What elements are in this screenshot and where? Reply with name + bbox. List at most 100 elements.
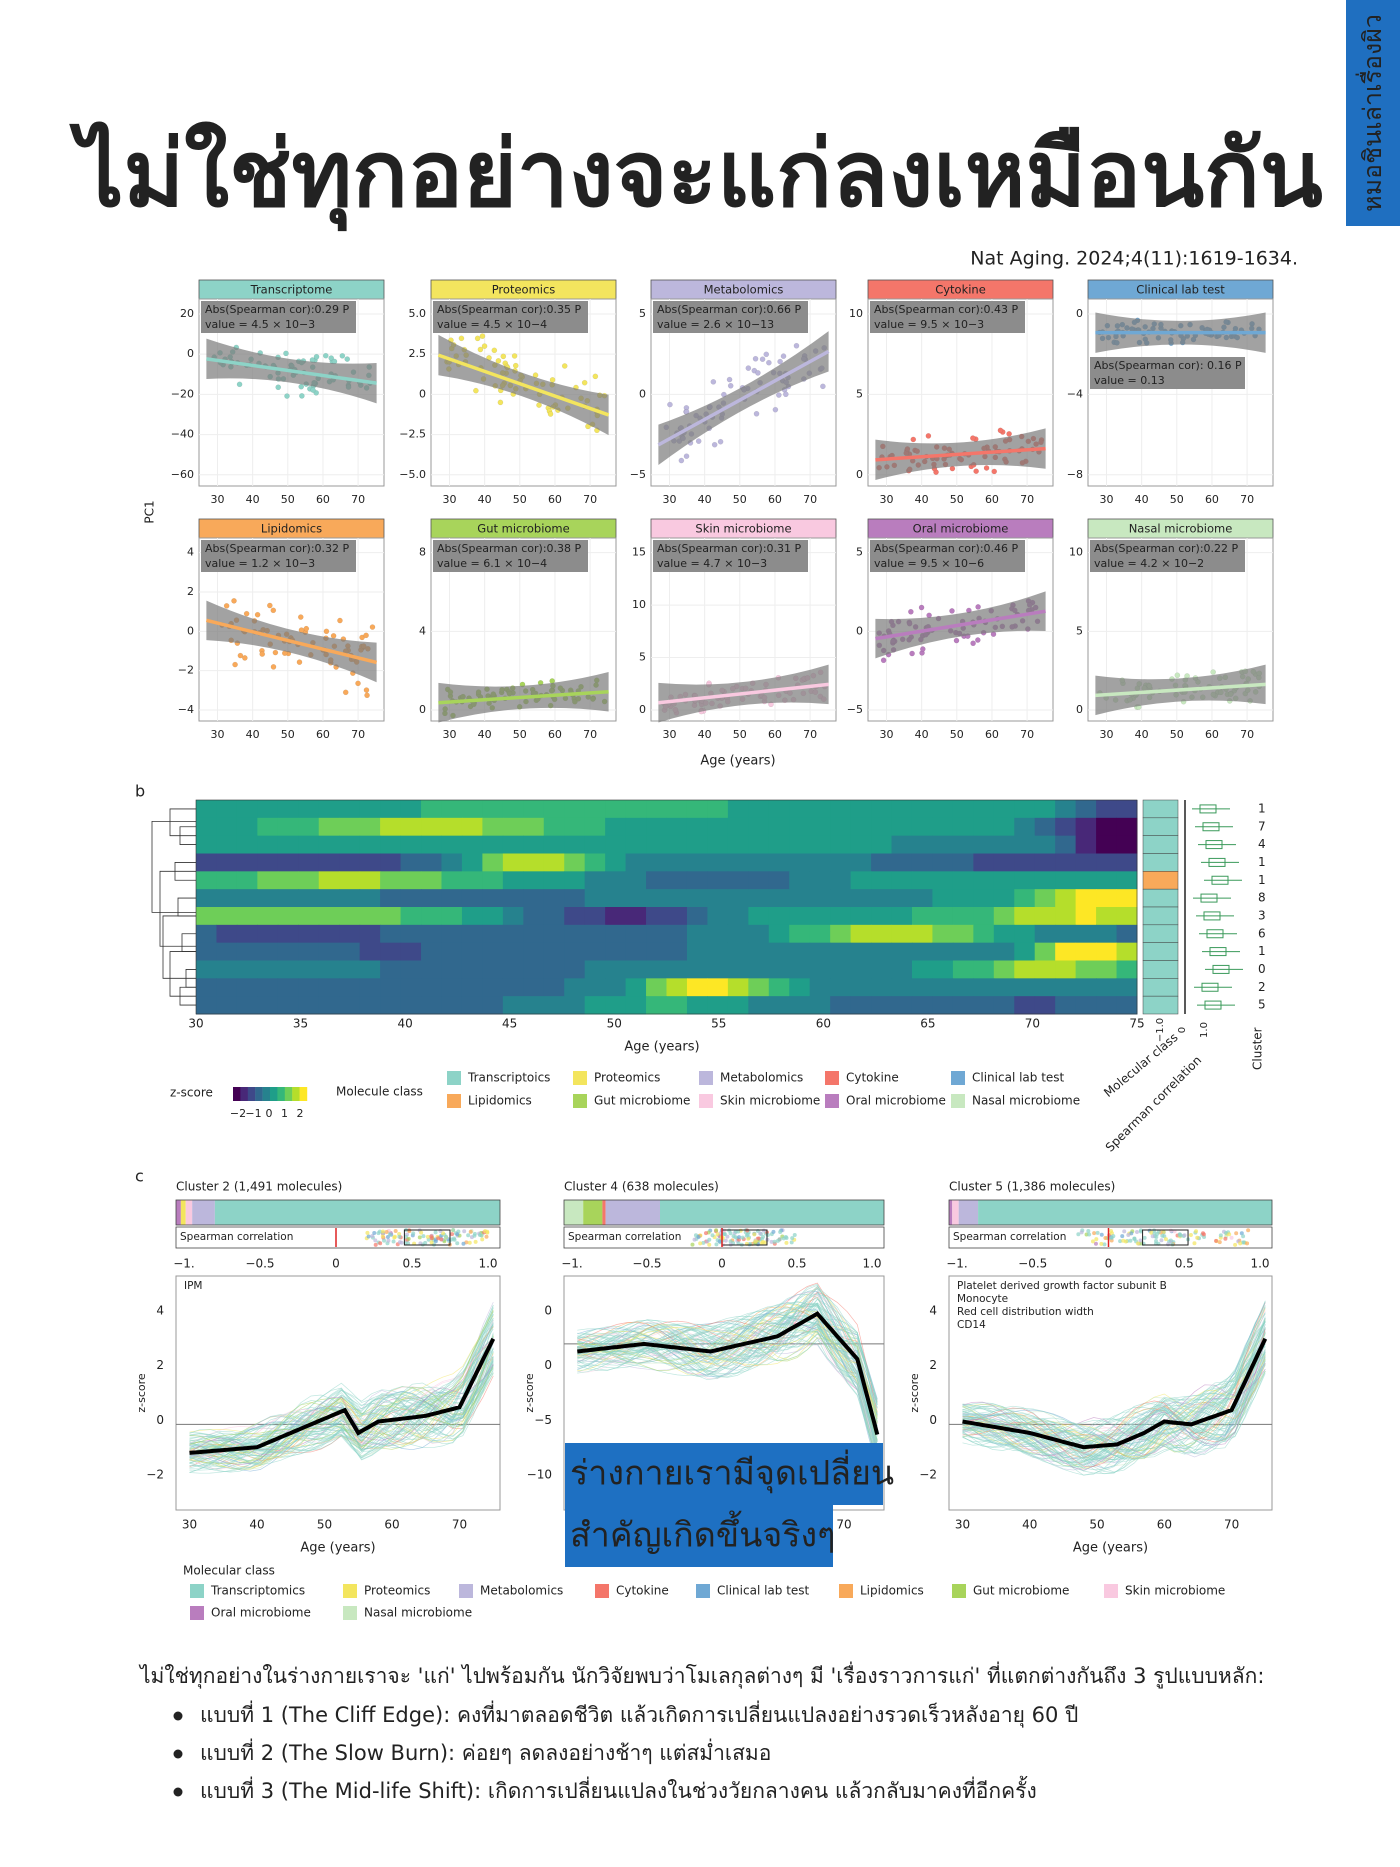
heatmap-cell bbox=[973, 817, 995, 837]
heatmap-cell bbox=[768, 835, 790, 854]
y-tick-label: 10 bbox=[1069, 546, 1083, 559]
heatmap-cell bbox=[257, 871, 279, 890]
point bbox=[880, 657, 887, 664]
heatmap-cell bbox=[461, 924, 483, 944]
side-tab bbox=[1346, 0, 1400, 226]
point bbox=[711, 441, 718, 448]
heatmap-cell bbox=[625, 889, 647, 908]
heatmap-cell bbox=[993, 924, 1015, 944]
heatmap-cell bbox=[789, 835, 811, 854]
heatmap-cell bbox=[891, 817, 913, 837]
strip-dot bbox=[778, 1229, 783, 1234]
strip-dot bbox=[380, 1229, 385, 1234]
strip-dot bbox=[1178, 1233, 1183, 1238]
box bbox=[1206, 929, 1224, 939]
heatmap-cell bbox=[686, 817, 708, 837]
y-tick-label: 5.0 bbox=[409, 307, 427, 320]
y-tick-label: 20 bbox=[180, 307, 194, 320]
stat-text: value = 2.6 × 10−13 bbox=[657, 318, 774, 331]
heatmap-cell bbox=[359, 817, 381, 837]
molecule-trajectory bbox=[577, 1326, 878, 1419]
body-intro: ไม่ใช่ทุกอย่างในร่างกายเราจะ 'แก่' ไปพร้… bbox=[138, 1661, 1264, 1689]
heatmap-cell bbox=[400, 924, 422, 944]
heatmap-cell bbox=[993, 817, 1015, 837]
heatmap-cell bbox=[543, 907, 565, 926]
heatmap-cell bbox=[666, 853, 688, 872]
heatmap-cell bbox=[911, 924, 933, 944]
heatmap-cell bbox=[768, 978, 790, 997]
box bbox=[1204, 1000, 1222, 1010]
heatmap-cell bbox=[421, 942, 442, 961]
heatmap-cell bbox=[646, 835, 667, 854]
strip-dot bbox=[1087, 1232, 1092, 1237]
colorbar bbox=[262, 1087, 271, 1101]
strip-dot bbox=[703, 1231, 708, 1236]
strip-dot bbox=[466, 1233, 471, 1238]
y-tick-label: 4 bbox=[419, 624, 426, 637]
strip-dot bbox=[406, 1241, 411, 1246]
x-tick-label: 30 bbox=[211, 728, 225, 741]
heatmap-cell bbox=[380, 835, 402, 854]
bullet-text: แบบที่ 2 (The Slow Burn): ค่อยๆ ลดลงอย่า… bbox=[200, 1738, 771, 1765]
stat-text: value = 4.5 × 10−3 bbox=[205, 318, 315, 331]
heatmap-cell bbox=[871, 853, 893, 872]
legend-label: Lipidomics bbox=[468, 1094, 532, 1108]
heatmap-cell bbox=[543, 978, 565, 997]
heatmap-cell bbox=[891, 924, 913, 944]
heatmap-cell bbox=[380, 907, 402, 926]
heatmap-cell bbox=[502, 817, 524, 837]
strip-dot bbox=[406, 1236, 411, 1241]
x-tick-label: 70 bbox=[583, 728, 597, 741]
heatmap-cell bbox=[1075, 924, 1097, 944]
legend-title: Molecule class bbox=[336, 1085, 423, 1099]
molecule-trajectory bbox=[189, 1338, 494, 1456]
class-strip bbox=[952, 1200, 959, 1225]
heatmap-cell bbox=[380, 853, 402, 872]
x-tick-label: 70 bbox=[803, 493, 817, 506]
heatmap-cell bbox=[196, 853, 217, 872]
heatmap-cell bbox=[216, 996, 238, 1015]
strip-box bbox=[403, 1229, 451, 1246]
heatmap-cell bbox=[441, 960, 463, 979]
heatmap-cell bbox=[298, 800, 320, 819]
heatmap-cell bbox=[1034, 835, 1056, 854]
heatmap-cell bbox=[830, 835, 852, 854]
heatmap-cell bbox=[932, 960, 954, 979]
heatmap-cell bbox=[543, 800, 565, 819]
heatmap-cell bbox=[421, 924, 442, 944]
colorbar-tick: 1 bbox=[281, 1107, 288, 1120]
heatmap-cell bbox=[666, 924, 688, 944]
heatmap-cell bbox=[380, 996, 402, 1015]
y-tick-label: −10 bbox=[527, 1468, 552, 1482]
legend-title: z-score bbox=[170, 1086, 213, 1100]
x-tick-label: 70 bbox=[1240, 493, 1254, 506]
molecule-trajectory bbox=[962, 1348, 1266, 1469]
heatmap-cell bbox=[564, 960, 586, 979]
heatmap-cell bbox=[400, 960, 422, 979]
class-strip bbox=[583, 1200, 603, 1225]
class-cell bbox=[1142, 978, 1179, 997]
strip-dot bbox=[715, 1232, 720, 1237]
strip-dot bbox=[1242, 1240, 1247, 1245]
heatmap-cell bbox=[911, 835, 933, 854]
cluster-label: 7 bbox=[1258, 819, 1266, 833]
heatmap-cell bbox=[380, 942, 402, 961]
strip-dot bbox=[397, 1240, 402, 1245]
strip-dot bbox=[765, 1233, 770, 1238]
heatmap-cell bbox=[584, 996, 606, 1015]
heatmap-cell bbox=[257, 853, 279, 872]
heatmap-cell bbox=[625, 924, 647, 944]
heatmap-cell bbox=[196, 817, 217, 837]
heatmap-cell bbox=[277, 853, 299, 872]
strip-dot bbox=[1099, 1241, 1104, 1246]
spearman-tick: 0 bbox=[1177, 1027, 1188, 1033]
point bbox=[1006, 431, 1012, 437]
heatmap-cell bbox=[318, 889, 340, 908]
heatmap-cell bbox=[932, 835, 954, 854]
cluster-label: 6 bbox=[1258, 926, 1266, 940]
heatmap-cell bbox=[952, 853, 974, 872]
legend-label: Metabolomics bbox=[720, 1071, 803, 1085]
x-axis-title: Age (years) bbox=[624, 1040, 699, 1055]
point bbox=[695, 438, 702, 444]
heatmap-cell bbox=[1055, 853, 1077, 872]
